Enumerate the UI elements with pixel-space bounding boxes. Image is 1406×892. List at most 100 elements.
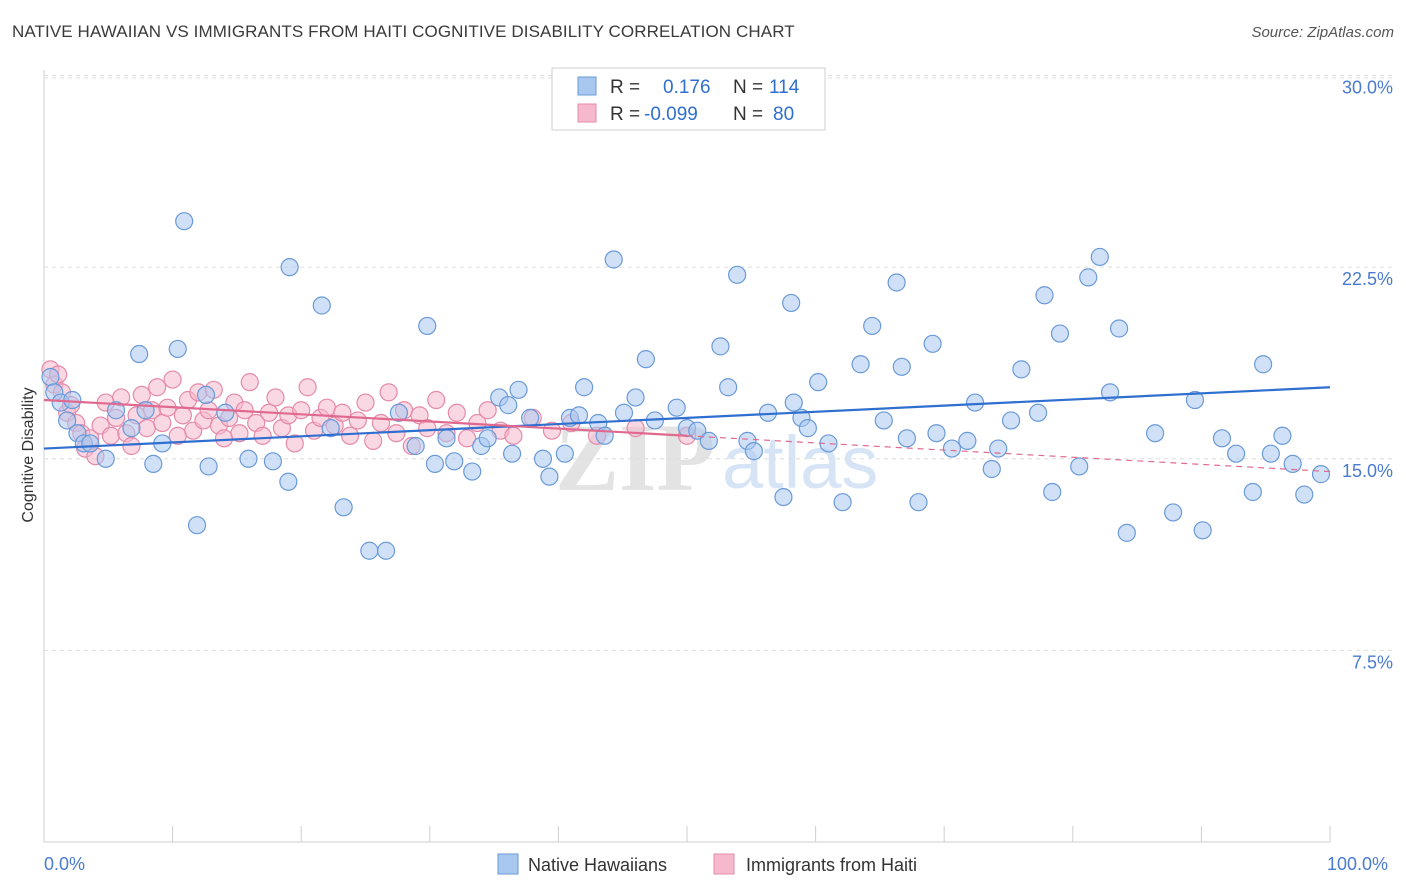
data-point-native-hawaiian [1193,521,1212,540]
data-point-native-hawaiian [360,541,379,560]
legend-r-label-1: R = [610,77,640,98]
data-point-haiti [364,431,383,450]
data-point-haiti [348,411,367,430]
data-point-native-hawaiian [728,265,747,284]
data-point-native-hawaiian [569,406,589,425]
data-point-native-hawaiian [1273,426,1292,445]
data-point-haiti [333,403,352,422]
data-point-haiti [447,403,466,422]
legend-n-value-2: 80 [773,104,794,125]
data-point-native-hawaiian [626,388,645,407]
data-point-native-hawaiian [782,293,801,313]
legend-r-value-2: -0.099 [644,104,698,125]
data-point-native-hawaiian [239,449,258,468]
data-point-native-hawaiian [1070,457,1089,476]
data-point-native-hawaiian [168,339,187,359]
data-point-native-hawaiian [809,373,828,392]
x-tick-marks [172,826,1331,842]
chart-source: Source: ZipAtlas.com [1251,24,1394,41]
x-tick-label-min: 0.0% [44,854,85,874]
legend-n-value-1: 114 [769,77,800,98]
data-point-native-hawaiian [711,337,730,356]
data-point-native-hawaiian [1261,444,1280,463]
data-point-native-hawaiian [604,250,623,269]
data-point-native-hawaiian [1001,411,1021,430]
legend-swatch-pink [577,103,597,123]
bottom-legend-label-pink: Immigrants from Haiti [746,855,917,875]
data-point-native-hawaiian [509,380,528,399]
data-point-native-hawaiian [887,273,906,292]
data-point-native-hawaiian [418,316,437,336]
data-point-haiti [317,398,337,417]
legend-n-label-1: N = [733,77,763,98]
data-point-haiti [132,385,151,405]
data-point-haiti [478,401,497,420]
data-point-native-hawaiian [555,444,574,463]
data-point-haiti [285,434,304,453]
data-point-native-hawaiian [478,429,497,448]
data-point-haiti [230,424,249,443]
data-point-native-hawaiian [1146,424,1165,443]
data-point-native-hawaiian [81,434,100,453]
data-point-haiti [387,424,406,443]
data-point-native-hawaiian [1164,503,1183,522]
data-point-native-hawaiian [1050,324,1070,343]
data-point-native-hawaiian [1254,355,1273,374]
data-point-haiti [214,429,234,448]
data-point-native-hawaiian [196,385,216,405]
data-point-haiti [427,390,446,410]
data-point-native-hawaiian [280,258,299,277]
data-point-native-hawaiian [334,498,353,517]
data-point-native-hawaiian [909,493,928,512]
data-point-native-hawaiian [667,398,686,417]
data-point-native-hawaiian [130,344,149,364]
legend-n-label-2: N = [733,104,763,125]
data-point-native-hawaiian [1043,482,1062,502]
data-point-native-hawaiian [279,472,298,491]
data-point-native-hawaiian [463,462,482,481]
data-point-haiti [173,406,192,425]
data-point-haiti [340,426,360,445]
data-point-native-hawaiian [688,421,707,440]
data-point-native-hawaiian [798,419,817,438]
bottom-legend-swatch-blue [497,853,519,875]
trend-line-haiti-extension [686,435,1331,473]
data-point-haiti [163,370,182,389]
data-point-haiti [457,429,477,448]
data-point-native-hawaiian [499,396,518,415]
data-point-native-hawaiian [1012,360,1031,379]
data-point-native-hawaiian [406,436,425,456]
data-point-native-hawaiian [445,452,464,471]
data-point-haiti [542,421,562,440]
data-point-native-hawaiian [263,452,283,471]
data-point-native-hawaiian [874,411,893,430]
data-point-native-hawaiian [376,541,396,560]
y-tick-labels: 7.5% 15.0% 22.5% 30.0% [1342,78,1393,673]
data-point-haiti [240,373,259,392]
data-point-native-hawaiian [312,296,331,315]
stats-legend: R = 0.176 N = 114 R = -0.099 N = 80 [551,67,826,131]
data-point-native-hawaiian [784,393,803,412]
data-point-native-hawaiian [965,393,985,412]
data-point-native-hawaiian [1212,429,1232,448]
y-tick-label: 30.0% [1342,78,1393,98]
data-point-native-hawaiian [1311,465,1331,484]
data-point-native-hawaiian [144,454,163,473]
data-point-haiti [253,426,272,445]
data-point-native-hawaiian [1117,523,1136,542]
grid-layer [44,75,1392,651]
data-point-native-hawaiian [96,449,115,468]
data-point-native-hawaiian [942,439,962,458]
data-point-haiti [137,419,156,438]
data-point-native-hawaiian [958,431,977,450]
data-point-native-hawaiian [719,378,738,397]
data-point-native-hawaiian [540,467,559,486]
data-point-native-hawaiian [699,431,718,450]
data-point-haiti [292,401,311,420]
data-point-native-hawaiian [774,487,793,507]
data-point-native-hawaiian [175,212,194,231]
data-point-native-hawaiian [106,401,126,420]
data-point-native-hawaiian [982,459,1001,479]
data-point-native-hawaiian [892,357,911,376]
data-point-native-hawaiian [503,444,522,463]
